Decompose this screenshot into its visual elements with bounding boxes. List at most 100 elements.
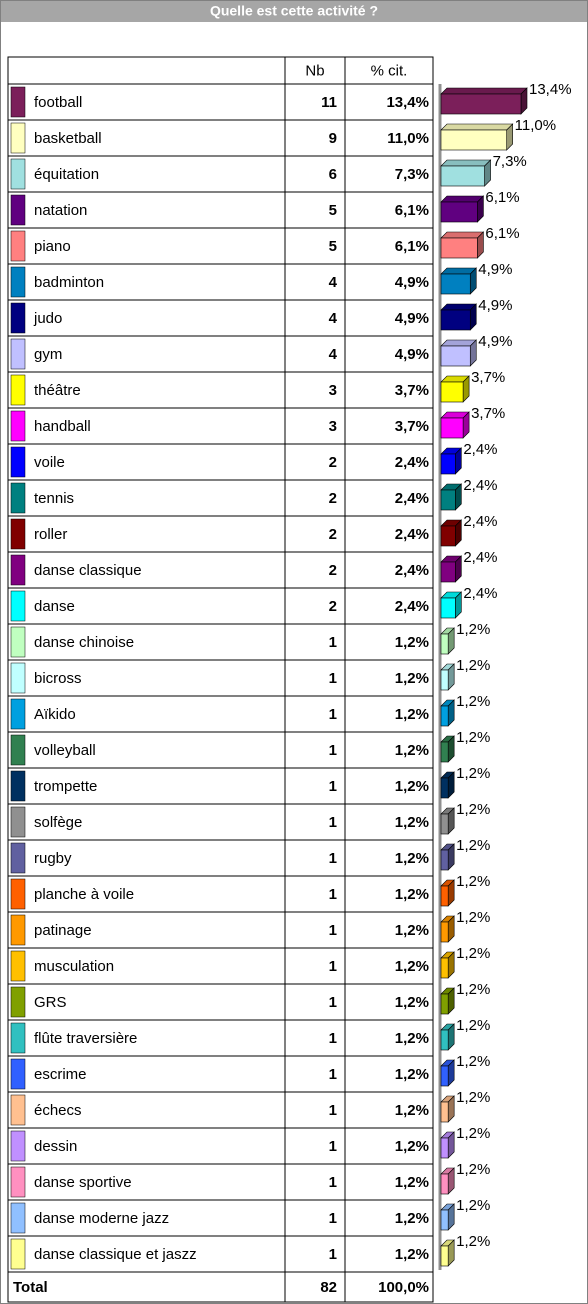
row-label: voile bbox=[34, 454, 65, 471]
percent: 11,0% bbox=[387, 130, 429, 147]
bar bbox=[440, 93, 522, 115]
bar-label: 1,2% bbox=[456, 801, 490, 818]
color-swatch bbox=[10, 230, 26, 262]
bar bbox=[440, 201, 478, 223]
cell bbox=[7, 1271, 286, 1303]
count: 1 bbox=[329, 778, 337, 795]
row-label: escrime bbox=[34, 1066, 87, 1083]
bar bbox=[440, 417, 464, 439]
bar-label: 4,9% bbox=[478, 297, 512, 314]
bar-label: 1,2% bbox=[456, 657, 490, 674]
row-label: roller bbox=[34, 526, 67, 543]
bar bbox=[440, 741, 449, 763]
count: 1 bbox=[329, 1066, 337, 1083]
bar-top bbox=[440, 195, 485, 203]
color-swatch bbox=[10, 1202, 26, 1234]
bar bbox=[440, 381, 464, 403]
bar-top bbox=[440, 159, 492, 167]
bar-label: 2,4% bbox=[463, 585, 497, 602]
bar bbox=[440, 1209, 449, 1231]
color-swatch bbox=[10, 86, 26, 118]
row-label: musculation bbox=[34, 958, 114, 975]
bar bbox=[440, 1173, 449, 1195]
bar-label: 1,2% bbox=[456, 909, 490, 926]
row-label: échecs bbox=[34, 1102, 82, 1119]
percent: 1,2% bbox=[395, 634, 429, 651]
bar bbox=[440, 273, 471, 295]
color-swatch bbox=[10, 698, 26, 730]
bar bbox=[440, 705, 449, 727]
bar-label: 1,2% bbox=[456, 945, 490, 962]
percent: 1,2% bbox=[395, 958, 429, 975]
count: 1 bbox=[329, 1030, 337, 1047]
percent: 1,2% bbox=[395, 1030, 429, 1047]
column-header: % cit. bbox=[371, 62, 408, 79]
count: 11 bbox=[321, 94, 337, 111]
row-label: judo bbox=[33, 310, 62, 327]
bar-label: 3,7% bbox=[471, 405, 505, 422]
count: 3 bbox=[329, 382, 337, 399]
bar-label: 1,2% bbox=[456, 1125, 490, 1142]
bar-label: 1,2% bbox=[456, 765, 490, 782]
bar bbox=[440, 633, 449, 655]
bar bbox=[440, 165, 485, 187]
percent: 1,2% bbox=[395, 1210, 429, 1227]
color-swatch bbox=[10, 1130, 26, 1162]
bar bbox=[440, 309, 471, 331]
percent: 1,2% bbox=[395, 1174, 429, 1191]
row-label: GRS bbox=[34, 994, 67, 1011]
bar-label: 1,2% bbox=[456, 729, 490, 746]
percent: 4,9% bbox=[395, 346, 429, 363]
row-label: flûte traversière bbox=[34, 1030, 137, 1047]
percent: 1,2% bbox=[395, 670, 429, 687]
color-swatch bbox=[10, 986, 26, 1018]
bar-label: 4,9% bbox=[478, 333, 512, 350]
percent: 1,2% bbox=[395, 706, 429, 723]
row-label: tennis bbox=[34, 490, 74, 507]
percent: 1,2% bbox=[395, 1138, 429, 1155]
color-swatch bbox=[10, 518, 26, 550]
row-label: danse sportive bbox=[34, 1174, 132, 1191]
bar bbox=[440, 849, 449, 871]
bar bbox=[440, 237, 478, 259]
color-swatch bbox=[10, 734, 26, 766]
bar-label: 4,9% bbox=[478, 261, 512, 278]
count: 4 bbox=[329, 346, 338, 363]
row-label: natation bbox=[34, 202, 87, 219]
percent: 4,9% bbox=[395, 274, 429, 291]
bar bbox=[440, 345, 471, 367]
bar-label: 1,2% bbox=[456, 1017, 490, 1034]
bar-label: 2,4% bbox=[463, 441, 497, 458]
bar-label: 6,1% bbox=[485, 189, 519, 206]
percent: 1,2% bbox=[395, 778, 429, 795]
bar-label: 2,4% bbox=[463, 549, 497, 566]
bar-label: 1,2% bbox=[456, 1089, 490, 1106]
percent: 2,4% bbox=[395, 490, 429, 507]
percent: 1,2% bbox=[395, 994, 429, 1011]
bar bbox=[440, 885, 449, 907]
bar bbox=[440, 1065, 449, 1087]
bar-top bbox=[440, 123, 514, 131]
bar bbox=[440, 597, 456, 619]
bar-label: 1,2% bbox=[456, 873, 490, 890]
color-swatch bbox=[10, 158, 26, 190]
row-label: planche à voile bbox=[34, 886, 134, 903]
bar bbox=[440, 1101, 449, 1123]
bar bbox=[440, 921, 449, 943]
count: 2 bbox=[329, 562, 337, 579]
bar-label: 2,4% bbox=[463, 477, 497, 494]
count: 1 bbox=[329, 850, 337, 867]
bar-label: 1,2% bbox=[456, 1161, 490, 1178]
bar-top bbox=[440, 87, 528, 95]
percent: 3,7% bbox=[395, 382, 429, 399]
count: 1 bbox=[329, 994, 337, 1011]
count: 2 bbox=[329, 454, 337, 471]
bar bbox=[440, 489, 456, 511]
color-swatch bbox=[10, 1238, 26, 1270]
row-label: basketball bbox=[34, 130, 102, 147]
cell bbox=[344, 1271, 434, 1303]
bar-label: 1,2% bbox=[456, 981, 490, 998]
bar bbox=[440, 669, 449, 691]
color-swatch bbox=[10, 626, 26, 658]
percent: 1,2% bbox=[395, 1246, 429, 1263]
